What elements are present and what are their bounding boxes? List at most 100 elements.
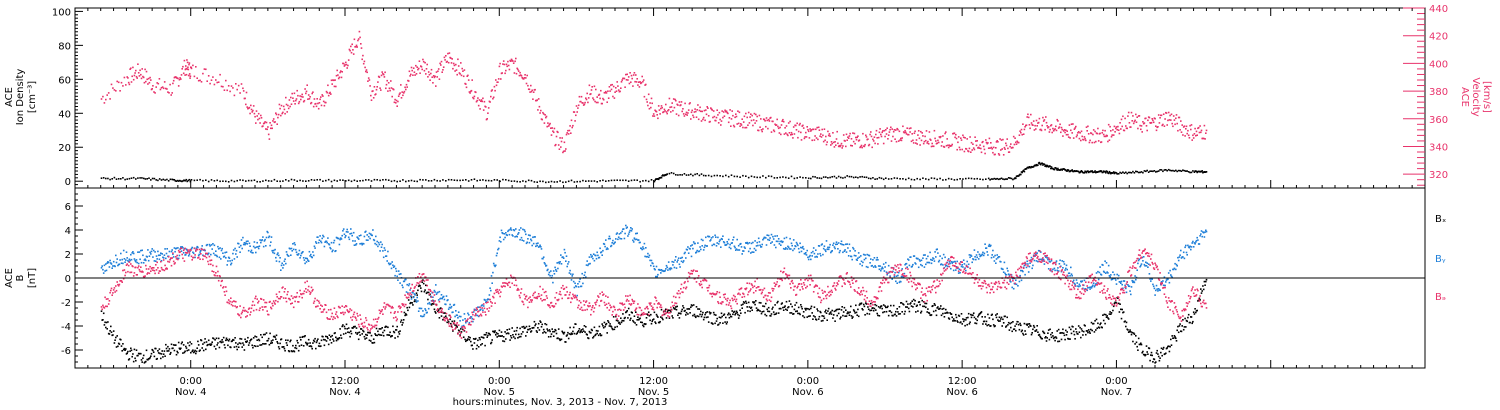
density-point — [874, 178, 876, 180]
bx-point — [1085, 333, 1087, 336]
bx-point — [279, 342, 281, 345]
bx-point — [477, 346, 480, 348]
bx-point — [507, 332, 510, 335]
by-point — [585, 264, 588, 266]
density-point — [396, 180, 398, 183]
velocity-point — [916, 143, 918, 145]
bx-point — [1086, 330, 1088, 332]
velocity-point — [387, 90, 389, 92]
density-point — [239, 179, 241, 181]
bx-point — [1056, 330, 1058, 332]
bx-point — [583, 325, 586, 327]
bx-point — [851, 317, 853, 319]
bx-point — [322, 335, 324, 338]
bx-point — [284, 349, 286, 352]
bx-point — [587, 337, 590, 340]
by-point — [752, 251, 755, 253]
bx-point — [372, 342, 374, 344]
bx-point — [1049, 328, 1051, 331]
bx-point — [703, 316, 706, 319]
by-point — [197, 254, 200, 257]
bx-point — [370, 340, 372, 342]
by-point — [607, 237, 610, 240]
bx-point — [561, 330, 563, 333]
bx-point — [149, 356, 151, 359]
density-point — [148, 177, 150, 179]
velocity-point — [189, 77, 191, 79]
velocity-point — [657, 105, 660, 107]
by-point — [502, 232, 504, 235]
velocity-point — [922, 135, 924, 137]
density-point — [265, 179, 267, 182]
density-point — [782, 176, 784, 178]
bx-point — [579, 331, 581, 334]
density-point — [1145, 170, 1147, 173]
velocity-point — [881, 131, 883, 134]
density-point — [188, 178, 191, 181]
velocity-point — [710, 107, 712, 109]
bx-point — [1184, 317, 1186, 320]
bx-point — [1137, 349, 1139, 351]
bx-point — [824, 311, 826, 313]
by-point — [805, 252, 807, 254]
bx-point — [955, 316, 958, 319]
velocity-point — [443, 56, 446, 59]
bx-point — [100, 310, 103, 312]
bx-point — [255, 345, 257, 348]
bx-point — [562, 333, 565, 335]
velocity-point — [100, 98, 103, 100]
velocity-point — [787, 134, 789, 137]
velocity-point — [1081, 135, 1083, 138]
velocity-point — [586, 92, 588, 95]
velocity-point — [695, 110, 697, 113]
velocity-point — [1132, 115, 1134, 117]
density-point — [376, 179, 378, 181]
density-point — [442, 179, 444, 181]
density-point — [1066, 170, 1068, 172]
by-point — [215, 254, 218, 257]
bx-point — [200, 339, 203, 342]
velocity-point — [513, 72, 516, 74]
velocity-point — [792, 137, 794, 139]
velocity-point — [1200, 129, 1203, 132]
velocity-point — [727, 112, 729, 115]
velocity-point — [812, 128, 815, 131]
bx-point — [1139, 343, 1141, 346]
bx-point — [472, 338, 475, 340]
velocity-point — [142, 76, 145, 79]
velocity-point — [967, 150, 970, 153]
velocity-point — [1085, 126, 1088, 128]
velocity-point — [858, 139, 861, 141]
by-point — [468, 321, 471, 324]
bx-point — [1127, 329, 1129, 331]
bx-point — [1051, 332, 1053, 334]
bx-point — [1000, 316, 1003, 319]
bx-point — [505, 338, 507, 340]
velocity-point — [475, 91, 477, 94]
velocity-point — [455, 69, 458, 71]
velocity-point — [432, 82, 434, 84]
density-point — [1022, 169, 1025, 172]
bx-point — [1005, 326, 1007, 328]
by-point — [990, 256, 993, 259]
density-point — [848, 175, 851, 178]
density-point — [225, 180, 227, 183]
velocity-point — [972, 147, 975, 149]
density-point — [496, 179, 498, 181]
velocity-point — [317, 102, 319, 105]
bx-point — [452, 330, 454, 332]
density-velocity-points — [100, 30, 1208, 184]
by-point — [557, 267, 559, 270]
bx-point — [490, 342, 492, 345]
velocity-point — [485, 106, 487, 108]
velocity-point — [871, 146, 873, 149]
by-point — [906, 266, 908, 268]
by-point — [728, 246, 731, 249]
velocity-point — [165, 87, 167, 90]
density-point — [1000, 177, 1003, 180]
by-point — [558, 262, 561, 265]
velocity-point — [979, 144, 981, 146]
density-point — [702, 174, 705, 177]
density-point — [1133, 172, 1136, 174]
density-point — [422, 179, 424, 181]
